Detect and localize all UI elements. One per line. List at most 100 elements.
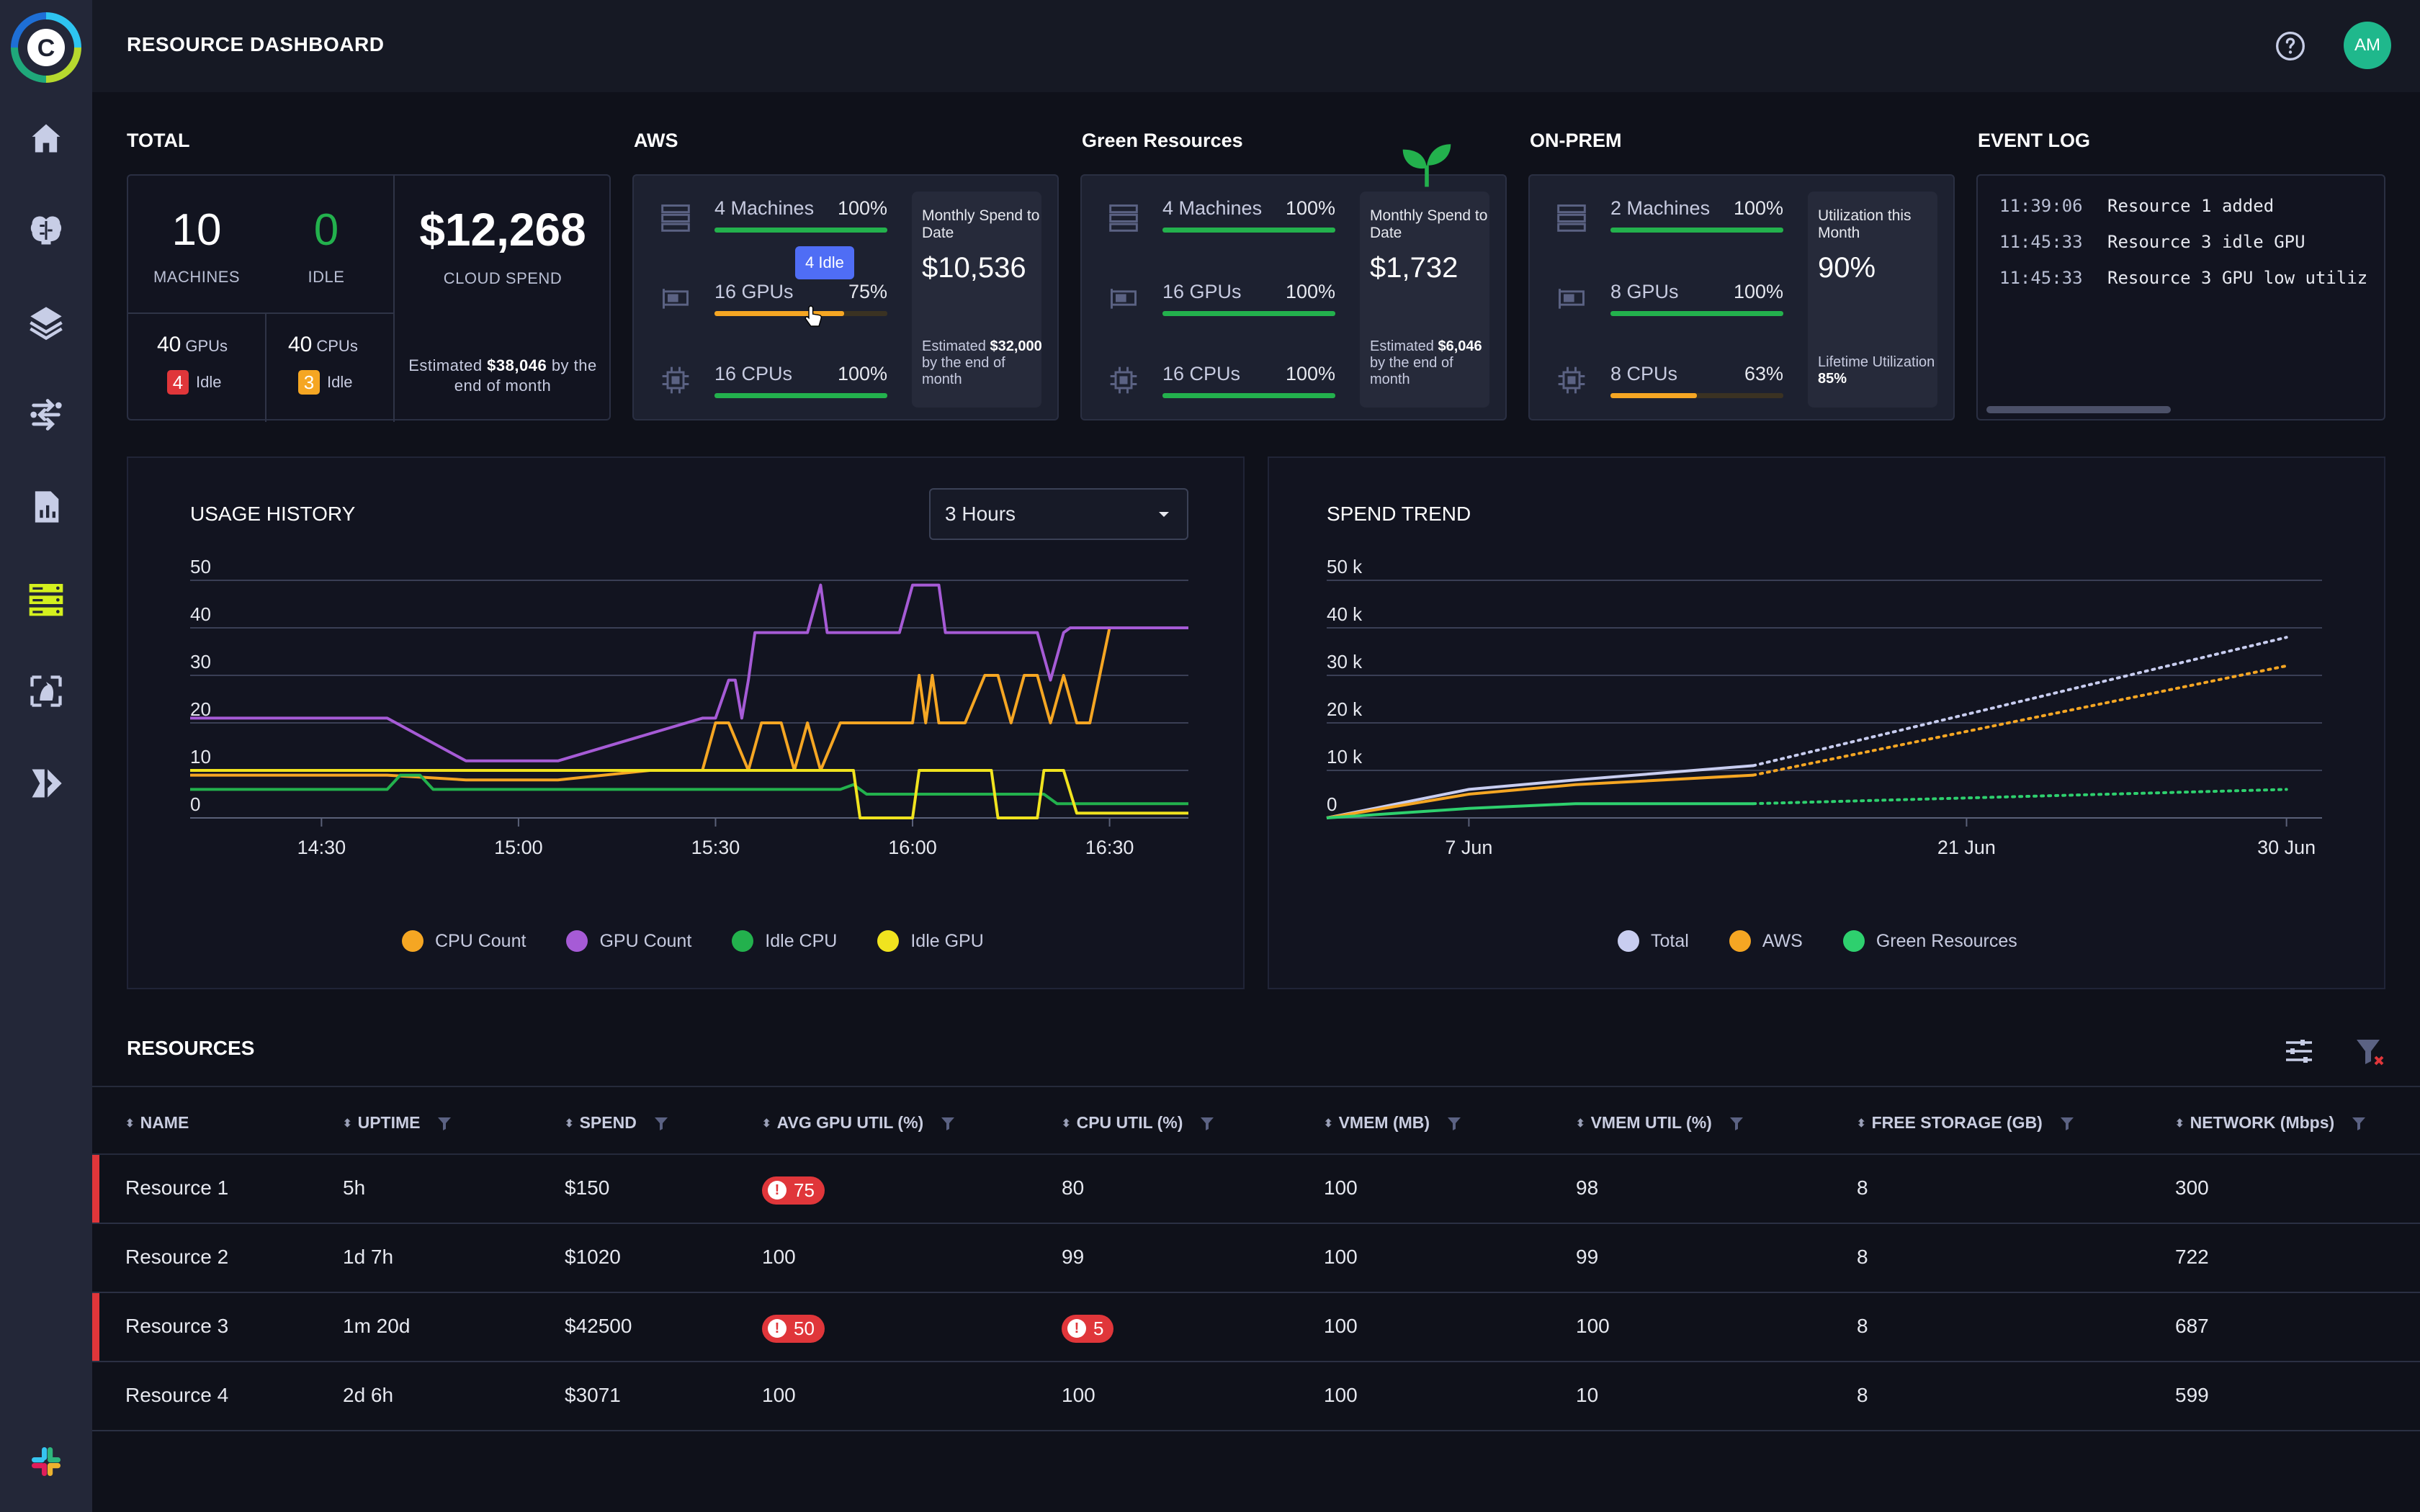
- green-cpus-row[interactable]: 16 CPUs 100%: [1162, 363, 1335, 406]
- filter-icon[interactable]: [2350, 1115, 2367, 1132]
- filter-icon[interactable]: [939, 1115, 956, 1132]
- x-tick-label: 30 Jun: [2257, 837, 2316, 858]
- resources-title: RESOURCES: [127, 1037, 255, 1059]
- cursor-hand-icon: [805, 305, 823, 327]
- forecast-line-total: [1752, 636, 2288, 768]
- nav-models[interactable]: [20, 204, 72, 256]
- col-vmem-util[interactable]: ⬍ VMEM UTIL (%): [1576, 1113, 1745, 1133]
- filter-icon[interactable]: [1446, 1115, 1463, 1132]
- table-row[interactable]: Resource 1 5h $150 ! 75 80 100 98 8 300: [92, 1155, 2420, 1224]
- nav-deploy[interactable]: [20, 757, 72, 809]
- page-title: RESOURCE DASHBOARD: [127, 33, 385, 55]
- col-uptime[interactable]: ⬍ UPTIME: [343, 1113, 453, 1133]
- range-select[interactable]: 3 Hours: [929, 488, 1188, 540]
- app-logo[interactable]: C: [10, 12, 82, 84]
- cloud-spend: $12,268: [419, 204, 586, 256]
- machines-label: MACHINES: [153, 268, 241, 286]
- col-network[interactable]: ⬍ NETWORK (Mbps): [2175, 1113, 2367, 1133]
- nav-resources[interactable]: [20, 573, 72, 625]
- cell-network: 300: [2175, 1176, 2209, 1199]
- col-cpu-util[interactable]: ⬍ CPU UTIL (%): [1062, 1113, 1216, 1133]
- help-icon[interactable]: [2275, 30, 2306, 62]
- usage-legend: CPU Count GPU Count Idle CPU Idle GPU: [402, 930, 984, 952]
- green-gpus-row[interactable]: 16 GPUs 100%: [1162, 281, 1335, 324]
- total-gpus: 40 GPUs: [157, 333, 228, 356]
- nav-datasets[interactable]: [20, 665, 72, 717]
- usage-title: USAGE HISTORY: [190, 503, 356, 525]
- machine-icon: [1557, 204, 1586, 232]
- col-vmem[interactable]: ⬍ VMEM (MB): [1324, 1113, 1463, 1133]
- x-tick-label: 15:00: [494, 837, 543, 858]
- cell-vmem-util: 100: [1576, 1315, 1610, 1337]
- idle-tooltip: 4 Idle: [795, 246, 854, 279]
- aws-machines-row[interactable]: 4 Machines 100%: [714, 197, 887, 240]
- legend-total[interactable]: Total: [1618, 930, 1689, 952]
- machines-count: 10: [171, 205, 222, 255]
- column-settings-icon[interactable]: [2282, 1034, 2316, 1068]
- y-tick-label: 50: [190, 559, 211, 577]
- green-spend-box: Monthly Spend to Date $1,732 Estimated $…: [1360, 192, 1489, 408]
- col-name[interactable]: ⬍ NAME: [125, 1113, 189, 1132]
- onprem-title: ON-PREM: [1530, 130, 1622, 151]
- col-spend[interactable]: ⬍ SPEND: [565, 1113, 670, 1133]
- legend-idle-gpu[interactable]: Idle GPU: [877, 930, 984, 952]
- green-spend-value: $1,732: [1370, 252, 1458, 284]
- aws-estimate: Estimated $32,000 by the end of month: [922, 338, 1042, 387]
- cell-network: 599: [2175, 1384, 2209, 1406]
- filter-icon[interactable]: [436, 1115, 453, 1132]
- gpus-idle: 4 Idle: [167, 370, 221, 395]
- onprem-lifetime: Lifetime Utilization 85%: [1818, 354, 1935, 387]
- col-gpu-util[interactable]: ⬍ AVG GPU UTIL (%): [762, 1113, 956, 1133]
- deploy-icon: [32, 769, 62, 798]
- cpu-icon: [1558, 366, 1585, 394]
- cell-vmem-util: 99: [1576, 1246, 1599, 1268]
- aws-gpus-row[interactable]: 16 GPUs 75%: [714, 281, 887, 324]
- nav-home[interactable]: [20, 112, 72, 164]
- total-cpus: 40 CPUs: [288, 333, 358, 356]
- y-tick-label: 0: [190, 793, 200, 815]
- filter-icon[interactable]: [2058, 1115, 2076, 1132]
- onprem-machines-row[interactable]: 2 Machines 100%: [1610, 197, 1783, 240]
- log-scrollbar[interactable]: [1986, 406, 2171, 413]
- forecast-line-green-resources: [1752, 788, 2288, 806]
- nav-layers[interactable]: [20, 297, 72, 348]
- nav-slack[interactable]: [23, 1439, 69, 1485]
- cell-free-storage: 8: [1857, 1315, 1868, 1337]
- legend-cpu-count[interactable]: CPU Count: [402, 930, 526, 952]
- filter-icon[interactable]: [1728, 1115, 1745, 1132]
- user-avatar[interactable]: AM: [2344, 22, 2391, 69]
- aws-cpus-row[interactable]: 16 CPUs 100%: [714, 363, 887, 406]
- y-tick-label: 10: [190, 746, 211, 768]
- legend-green-resources[interactable]: Green Resources: [1842, 930, 2017, 952]
- onprem-cpus-row[interactable]: 8 CPUs 63%: [1610, 363, 1783, 406]
- aws-spend-value: $10,536: [922, 252, 1026, 284]
- table-row[interactable]: Resource 4 2d 6h $3071 100 100 100 10 8 599: [92, 1362, 2420, 1431]
- cell-uptime: 2d 6h: [343, 1384, 394, 1406]
- nav-workflows[interactable]: [20, 389, 72, 441]
- table-row[interactable]: Resource 2 1d 7h $1020 100 99 100 99 8 722: [92, 1224, 2420, 1293]
- machine-icon: [661, 204, 690, 232]
- x-tick-label: 7 Jun: [1445, 837, 1492, 858]
- legend-aws[interactable]: AWS: [1729, 930, 1803, 952]
- nav-reports[interactable]: [20, 481, 72, 533]
- cell-spend: $3071: [565, 1384, 621, 1406]
- legend-gpu-count[interactable]: GPU Count: [566, 930, 691, 952]
- onprem-util-box: Utilization this Month 90% Lifetime Util…: [1808, 192, 1937, 408]
- event-log[interactable]: 11:39:06 Resource 1 added 11:45:33 Resourc…: [1976, 174, 2385, 420]
- warning-badge: ! 5: [1062, 1314, 1114, 1343]
- col-free-storage[interactable]: ⬍ FREE STORAGE (GB): [1857, 1113, 2076, 1133]
- cell-vmem: 100: [1324, 1384, 1358, 1406]
- idle-label: IDLE: [308, 268, 345, 286]
- green-machines-row[interactable]: 4 Machines 100%: [1162, 197, 1335, 240]
- gpu-icon: [1559, 289, 1585, 309]
- onprem-gpus-row[interactable]: 8 GPUs 100%: [1610, 281, 1783, 324]
- log-entry: 11:39:06 Resource 1 added: [1999, 196, 2275, 216]
- filter-icon[interactable]: [653, 1115, 670, 1132]
- clear-filter-icon[interactable]: [2352, 1034, 2387, 1068]
- legend-idle-cpu[interactable]: Idle CPU: [732, 930, 837, 952]
- y-tick-label: 20: [190, 698, 211, 720]
- table-row[interactable]: Resource 3 1m 20d $42500 ! 50 ! 5 100 100 8 687: [92, 1293, 2420, 1362]
- filter-icon[interactable]: [1198, 1115, 1216, 1132]
- aws-spend-box: Monthly Spend to Date $10,536 Estimated …: [912, 192, 1042, 408]
- cell-cpu-util: 99: [1062, 1246, 1085, 1268]
